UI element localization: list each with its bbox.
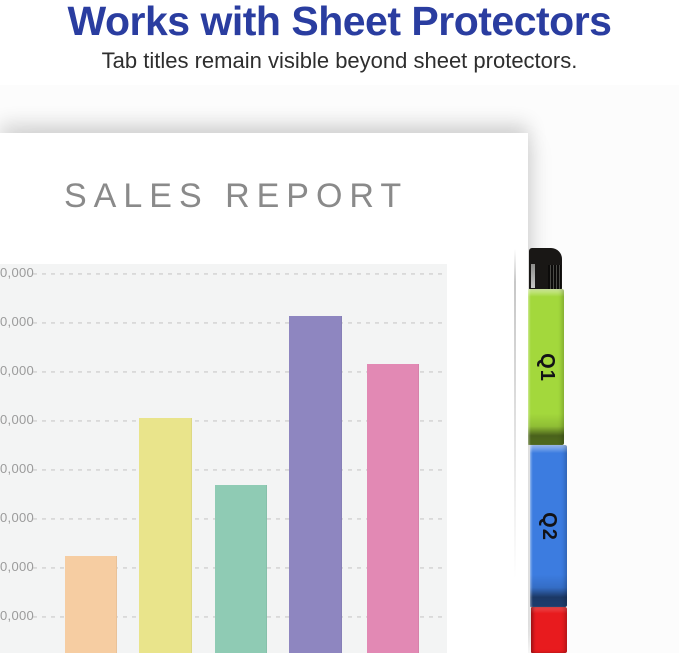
tab-red (531, 607, 567, 653)
tab-q1-label: Q1 (535, 352, 558, 382)
y-axis-tick-label: 0,000 (0, 363, 35, 379)
chart-bar (289, 316, 342, 653)
y-axis-tick-label: 0,000 (0, 510, 35, 526)
y-axis-tick-label: 0,000 (0, 265, 35, 281)
chart-gridline (33, 322, 445, 324)
y-axis-tick-label: 0,000 (0, 608, 35, 624)
tab-q1: Q1 (528, 289, 564, 445)
chart-bar (139, 418, 192, 653)
chart-gridline (33, 273, 445, 275)
document-page: SALES REPORT 0,000 0,000 0,000 0,000 0,000 0,… (0, 133, 528, 653)
document-title: SALES REPORT (64, 177, 409, 215)
sheet-protector-edge (514, 249, 516, 579)
product-photo: SALES REPORT 0,000 0,000 0,000 0,000 0,000 0,… (0, 85, 679, 653)
chart-gridline (33, 371, 445, 373)
chart-bar (367, 364, 419, 653)
sales-bar-chart: 0,000 0,000 0,000 0,000 0,000 0,000 0,000 0,000 (0, 264, 447, 653)
chart-gridline (33, 420, 445, 422)
y-axis-tick-label: 0,000 (0, 461, 35, 477)
chart-bar (65, 556, 117, 653)
y-axis-tick-label: 0,000 (0, 559, 35, 575)
chart-bar (215, 485, 267, 653)
subheadline: Tab titles remain visible beyond sheet p… (101, 48, 578, 74)
headline: Works with Sheet Protectors (67, 0, 612, 44)
header: Works with Sheet Protectors Tab titles r… (0, 0, 679, 75)
tab-q2-label: Q2 (538, 511, 560, 541)
binder-clip-teeth (548, 265, 561, 289)
y-axis-tick-label: 0,000 (0, 412, 35, 428)
binder-clip (529, 248, 562, 290)
binder-clip-slot (531, 264, 535, 288)
tab-q2: Q2 (530, 445, 567, 607)
y-axis-tick-label: 0,000 (0, 314, 35, 330)
chart-gridline (33, 469, 445, 471)
